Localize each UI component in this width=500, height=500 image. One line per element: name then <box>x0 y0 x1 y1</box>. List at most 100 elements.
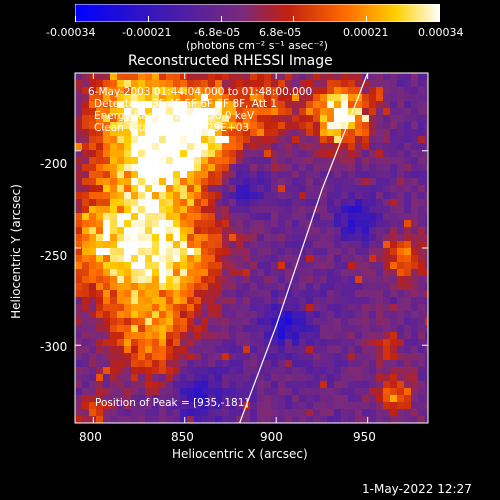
heatmap-cell <box>320 374 328 382</box>
heatmap-cell <box>243 171 251 179</box>
heatmap-cell <box>152 269 160 277</box>
heatmap-cell <box>201 269 209 277</box>
heatmap-cell <box>229 311 237 319</box>
heatmap-cell <box>355 339 363 347</box>
heatmap-cell <box>229 192 237 200</box>
heatmap-cell <box>222 360 230 368</box>
heatmap-cell <box>145 227 153 235</box>
heatmap-cell <box>341 150 349 158</box>
heatmap-cell <box>166 353 174 361</box>
heatmap-cell <box>257 262 265 270</box>
heatmap-cell <box>425 290 428 298</box>
heatmap-cell <box>82 416 90 423</box>
heatmap-cell <box>159 185 167 193</box>
heatmap-cell <box>369 136 377 144</box>
heatmap-cell <box>75 199 83 207</box>
heatmap-cell <box>103 136 111 144</box>
heatmap-cell <box>418 318 426 326</box>
heatmap-cell <box>306 332 314 340</box>
heatmap-cell <box>96 332 104 340</box>
heatmap-cell <box>306 80 314 88</box>
heatmap-cell <box>96 311 104 319</box>
heatmap-cell <box>222 94 230 102</box>
heatmap-cell <box>306 101 314 109</box>
heatmap-cell <box>362 234 370 242</box>
heatmap-cell <box>82 283 90 291</box>
heatmap-cell <box>411 248 419 256</box>
heatmap-cell <box>145 143 153 151</box>
heatmap-cell <box>341 367 349 375</box>
heatmap-cell <box>215 101 223 109</box>
heatmap-cell <box>383 227 391 235</box>
heatmap-cell <box>292 150 300 158</box>
heatmap-cell <box>187 234 195 242</box>
heatmap-cell <box>425 255 428 263</box>
heatmap-cell <box>348 416 356 423</box>
heatmap-cell <box>138 73 146 81</box>
heatmap-cell <box>82 122 90 130</box>
heatmap-cell <box>327 367 335 375</box>
heatmap-cell <box>124 255 132 263</box>
heatmap-cell <box>306 409 314 417</box>
heatmap-cell <box>208 80 216 88</box>
heatmap-cell <box>425 388 428 396</box>
heatmap-cell <box>320 234 328 242</box>
heatmap-cell <box>117 241 125 249</box>
heatmap-cell <box>306 129 314 137</box>
heatmap-cell <box>103 388 111 396</box>
heatmap-cell <box>159 339 167 347</box>
heatmap-cell <box>96 101 104 109</box>
heatmap-cell <box>306 248 314 256</box>
heatmap-cell <box>96 374 104 382</box>
heatmap-cell <box>362 129 370 137</box>
heatmap-cell <box>348 220 356 228</box>
heatmap-cell <box>355 220 363 228</box>
heatmap-cell <box>159 360 167 368</box>
heatmap-cell <box>369 227 377 235</box>
heatmap-cell <box>166 367 174 375</box>
heatmap-cell <box>187 73 195 81</box>
heatmap-cell <box>355 360 363 368</box>
heatmap-cell <box>173 297 181 305</box>
heatmap-cell <box>194 248 202 256</box>
heatmap-cell <box>425 178 428 186</box>
heatmap-cell <box>278 234 286 242</box>
heatmap-cell <box>131 388 139 396</box>
heatmap-cell <box>271 353 279 361</box>
heatmap-cell <box>376 150 384 158</box>
heatmap-cell <box>327 360 335 368</box>
heatmap-cell <box>145 199 153 207</box>
heatmap-cell <box>292 381 300 389</box>
heatmap-cell <box>138 353 146 361</box>
heatmap-cell <box>369 318 377 326</box>
heatmap-cell <box>82 227 90 235</box>
heatmap-cell <box>166 241 174 249</box>
heatmap-cell <box>222 136 230 144</box>
heatmap-cell <box>208 108 216 116</box>
heatmap-cell <box>376 115 384 123</box>
heatmap-cell <box>425 122 428 130</box>
heatmap-cell <box>173 276 181 284</box>
heatmap-cell <box>103 87 111 95</box>
heatmap-cell <box>369 332 377 340</box>
heatmap-cell <box>411 199 419 207</box>
heatmap-cell <box>103 374 111 382</box>
heatmap-cell <box>257 129 265 137</box>
y-tick-label: -300 <box>40 340 68 354</box>
heatmap-cell <box>222 262 230 270</box>
heatmap-cell <box>194 192 202 200</box>
heatmap-cell <box>138 374 146 382</box>
heatmap-cell <box>306 269 314 277</box>
heatmap-cell <box>257 325 265 333</box>
heatmap-cell <box>264 234 272 242</box>
heatmap-cell <box>292 129 300 137</box>
heatmap-cell <box>229 409 237 417</box>
heatmap-cell <box>425 199 428 207</box>
heatmap-cell <box>124 311 132 319</box>
heatmap-cell <box>250 185 258 193</box>
heatmap-cell <box>201 332 209 340</box>
heatmap-cell <box>418 80 426 88</box>
heatmap-cell <box>327 171 335 179</box>
heatmap-cell <box>271 213 279 221</box>
heatmap-cell <box>264 206 272 214</box>
